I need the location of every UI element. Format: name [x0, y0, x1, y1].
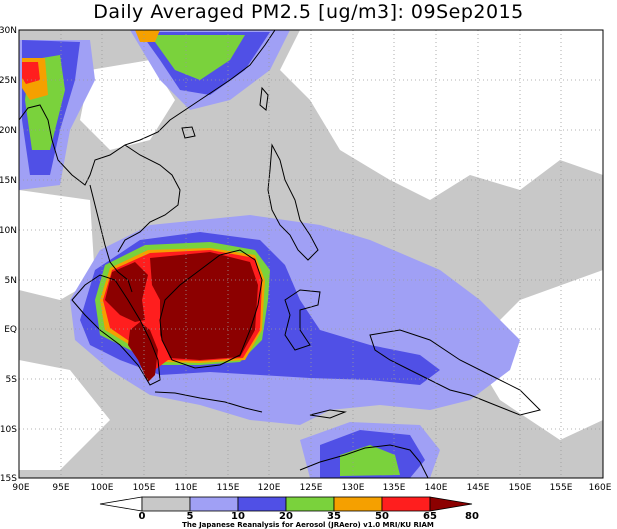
lon-label: 95E [52, 483, 69, 493]
map-frame [18, 29, 604, 479]
colorbar-segment-4 [285, 496, 335, 512]
colorbar-tick: 80 [465, 511, 479, 522]
clean-zone-north [280, 30, 603, 200]
lat-label: EQ [4, 325, 17, 335]
lon-label: 130E [342, 483, 365, 493]
dark-red-zone-sumatra-south [128, 322, 158, 382]
colorbar-segment-3 [237, 496, 287, 512]
colorbar-tick: 65 [423, 511, 437, 522]
lon-label: 125E [300, 483, 323, 493]
lat-label: 15N [0, 176, 17, 186]
lon-label: 90E [12, 483, 29, 493]
clean-zone-northwest [80, 60, 175, 150]
colorbar-tick: 50 [375, 511, 389, 522]
lon-label: 115E [217, 483, 240, 493]
orange-zone-china [135, 30, 160, 42]
coastline-sumatra [71, 274, 161, 386]
colorbar [99, 496, 473, 512]
coastline-borneo [159, 249, 263, 369]
colorbar-tick: 20 [279, 511, 293, 522]
gridlines [19, 30, 603, 478]
lon-label: 110E [175, 483, 198, 493]
lat-label: 10S [0, 425, 17, 435]
coastline-taiwan [259, 86, 269, 111]
coastline-philippines [267, 143, 319, 261]
colorbar-tick: 5 [187, 511, 194, 522]
coastline-mainland-asia [19, 30, 276, 186]
lon-label: 155E [550, 483, 573, 493]
map-title: Daily Averaged PM2.5 [ug/m3]: 09Sep2015 [93, 1, 524, 23]
lat-label: 5N [5, 276, 17, 286]
coastline-timor [309, 409, 347, 419]
colorbar-segment-0 [99, 496, 143, 512]
lat-label: 10N [0, 226, 17, 236]
coastlines [19, 30, 541, 478]
pm25-field [19, 30, 603, 478]
coastline-australia [299, 444, 429, 478]
lat-label: 20N [0, 126, 17, 136]
coastline-sulawesi [284, 289, 321, 351]
coastline-malay-peninsula [89, 184, 133, 293]
lon-label: 140E [425, 483, 448, 493]
colorbar-segment-7 [429, 496, 473, 512]
colorbar-tick: 0 [139, 511, 146, 522]
lat-label: 15S [0, 474, 17, 484]
colorbar-ticks: 0 5 10 20 35 50 65 80 [139, 511, 479, 522]
clean-zone-southwest [19, 360, 110, 470]
credit-line: The Japanese Reanalysis for Aerosol (JRA… [182, 521, 434, 529]
coastline-java [154, 391, 263, 413]
longitude-labels: 90E 95E 100E 105E 110E 115E 120E 125E 13… [12, 483, 611, 493]
colorbar-segment-2 [189, 496, 239, 512]
lon-label: 150E [509, 483, 532, 493]
clean-zone-west [19, 190, 95, 300]
latitude-labels: 30N 25N 20N 15N 10N 5N EQ 5S 10S 15S [0, 26, 17, 484]
lat-label: 30N [0, 26, 17, 36]
dark-red-zone-sumatra [105, 262, 148, 322]
lat-label: 5S [6, 375, 18, 385]
lon-label: 135E [383, 483, 406, 493]
lon-label: 145E [467, 483, 490, 493]
lat-label: 25N [0, 76, 17, 86]
colorbar-segment-5 [333, 496, 383, 512]
red-zone-north [22, 62, 40, 84]
dark-red-zone-borneo [150, 252, 258, 360]
coastline-new-guinea [369, 329, 541, 416]
coastline-indochina [117, 144, 181, 253]
lon-label: 160E [589, 483, 612, 493]
lon-label: 105E [133, 483, 156, 493]
lon-label: 120E [258, 483, 281, 493]
green-zone-south [340, 445, 400, 476]
colorbar-segment-1 [141, 496, 191, 512]
colorbar-tick: 10 [231, 511, 245, 522]
lon-label: 100E [91, 483, 114, 493]
green-zone-china [150, 35, 245, 80]
colorbar-tick: 35 [327, 511, 341, 522]
colorbar-segment-6 [381, 496, 431, 512]
clean-zone-east [470, 270, 603, 440]
coastline-hainan [181, 126, 196, 139]
